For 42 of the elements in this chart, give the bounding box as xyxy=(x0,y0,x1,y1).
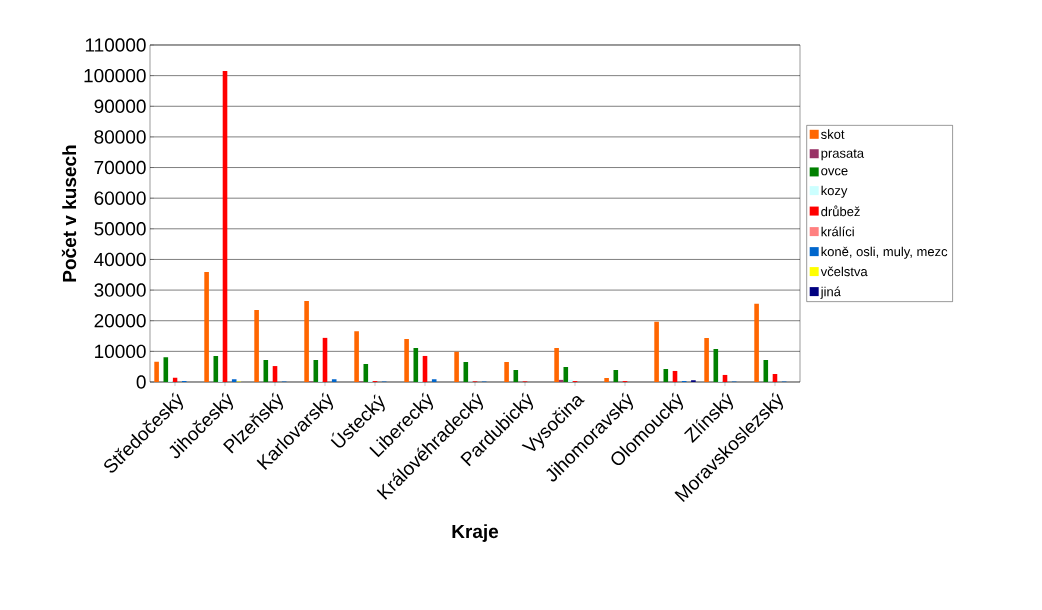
bar xyxy=(554,347,559,382)
y-tick-label: 0 xyxy=(136,375,146,389)
bar xyxy=(254,310,259,382)
bar xyxy=(331,379,337,382)
y-axis-title: Počet v kusech xyxy=(61,145,77,282)
y-tick-label: 10000 xyxy=(95,344,146,359)
bar xyxy=(204,272,209,382)
legend-label: ovce xyxy=(821,168,848,176)
bar xyxy=(154,361,159,382)
bar xyxy=(354,331,359,382)
y-tick-label: 100000 xyxy=(84,68,146,83)
y-tick-label: 30000 xyxy=(94,283,146,297)
legend-label: drůbež xyxy=(821,205,860,217)
bar xyxy=(558,379,564,382)
y-tick-label: 60000 xyxy=(94,191,146,205)
bar xyxy=(704,337,709,382)
legend-label: jiná xyxy=(820,286,841,299)
y-tick-label: 90000 xyxy=(94,99,146,113)
legend-label: včelstva xyxy=(820,266,868,277)
bar xyxy=(454,351,459,382)
x-axis-title: Kraje xyxy=(452,524,499,542)
legend-label: králíci xyxy=(821,226,854,237)
bar xyxy=(654,321,659,382)
bar xyxy=(231,379,237,382)
bar xyxy=(713,348,719,382)
y-tick-label: 40000 xyxy=(94,252,146,267)
bar xyxy=(568,379,573,382)
y-tick-label: 20000 xyxy=(94,313,146,328)
bar xyxy=(304,301,309,382)
legend-label: koně, osli, muly, mezc xyxy=(821,246,948,259)
y-tick-label: 70000 xyxy=(94,160,146,175)
bar xyxy=(754,303,759,382)
y-tick-label: 80000 xyxy=(94,130,146,144)
y-tick-label: 50000 xyxy=(94,222,146,236)
legend-label: prasata xyxy=(821,149,865,161)
y-tick-label: 110000 xyxy=(85,38,146,52)
bar xyxy=(404,339,409,382)
bar xyxy=(431,379,437,382)
legend-label: kozy xyxy=(821,185,848,198)
bar xyxy=(604,378,609,382)
bar xyxy=(504,362,509,382)
legend-label: skot xyxy=(821,129,845,139)
